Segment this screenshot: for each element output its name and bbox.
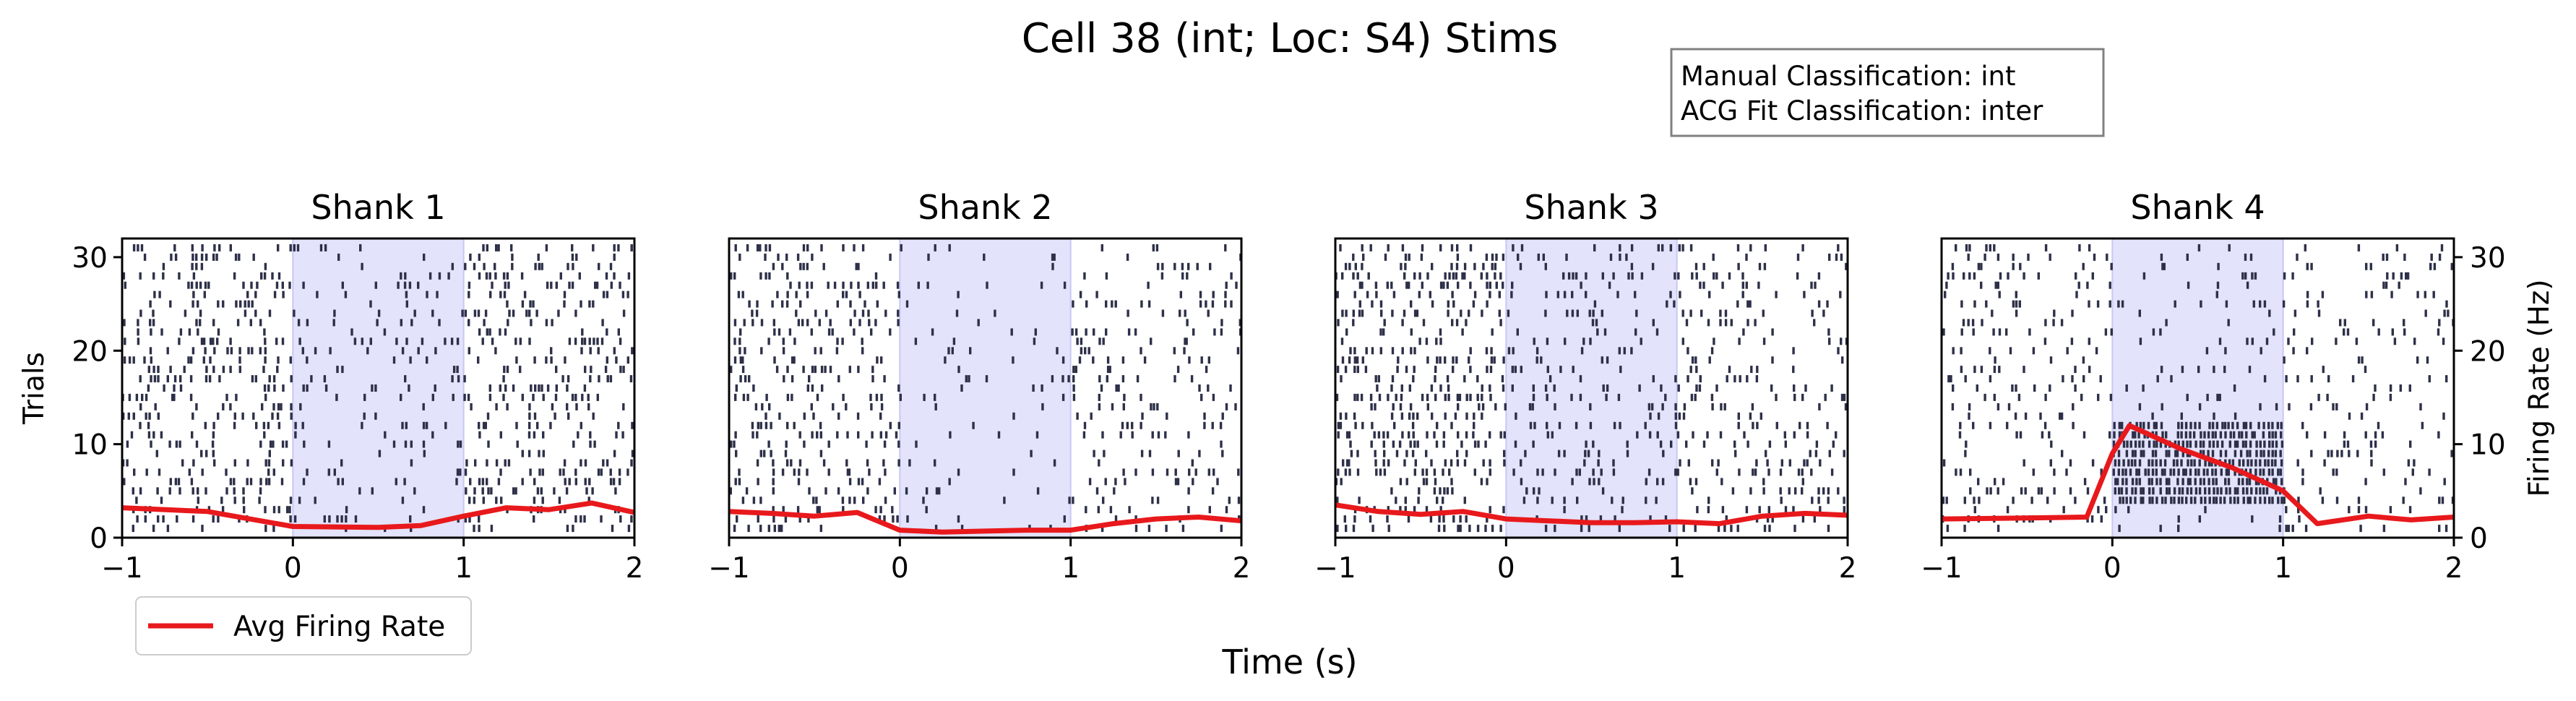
x-tick-label: 2: [626, 552, 644, 585]
x-tick-label: 2: [2445, 552, 2463, 585]
x-tick-label: 0: [891, 552, 909, 585]
y2-axis-label: Firing Rate (Hz): [2523, 279, 2556, 496]
figure-title: Cell 38 (int; Loc: S4) Stims: [1022, 15, 1559, 62]
x-tick-label: 0: [2103, 552, 2121, 585]
stim-window: [292, 238, 465, 538]
y2-tick-label: 30: [2470, 242, 2506, 275]
axes-frame: [728, 237, 1243, 539]
avg-firing-rate-line: [728, 509, 1242, 535]
axes-frame: [1940, 237, 2455, 539]
subplot-title: Shank 4: [2130, 188, 2265, 227]
legend: Avg Firing Rate: [135, 596, 472, 655]
stim-window: [1505, 238, 1678, 538]
spike-raster: [121, 244, 634, 533]
x-tick-label: 0: [284, 552, 302, 585]
y-tick-label: 30: [72, 242, 108, 275]
x-tick-label: −1: [708, 552, 750, 585]
subplot-shank-2: Shank 2 −1 0 1 2: [708, 188, 1250, 585]
avg-firing-rate-line: [121, 500, 635, 530]
manual-classification-text: Manual Classification: int: [1681, 61, 2016, 92]
y-axis-label: Trials: [18, 352, 51, 425]
y2-tick-label: 0: [2470, 522, 2488, 555]
legend-label: Avg Firing Rate: [233, 611, 445, 643]
x-tick-label: 2: [1233, 552, 1251, 585]
avg-firing-rate-line: [1335, 502, 1848, 527]
x-tick-label: 1: [1668, 552, 1686, 585]
axes-frame: [1334, 237, 1849, 539]
subplot-title: Shank 1: [311, 188, 445, 227]
y-tick-label: 20: [72, 335, 108, 368]
x-tick-label: −1: [1314, 552, 1356, 585]
y-tick-label: 10: [72, 429, 108, 462]
stim-window: [899, 238, 1072, 538]
y-tick-label: 0: [90, 522, 108, 555]
acg-classification-text: ACG Fit Classification: inter: [1681, 95, 2043, 126]
axes-frame: [121, 237, 636, 539]
subplot-title: Shank 2: [918, 188, 1052, 227]
y2-tick-label: 20: [2470, 335, 2506, 368]
avg-firing-rate-line: [1941, 423, 2455, 527]
x-tick-label: −1: [1921, 552, 1963, 585]
subplot-shank-3: Shank 3 −1 0 1 2: [1314, 188, 1856, 585]
spike-raster: [1941, 244, 2455, 533]
x-tick-label: 1: [455, 552, 473, 585]
y2-tick-label: 10: [2470, 429, 2506, 462]
x-tick-label: 2: [1839, 552, 1857, 585]
figure-xlabel: Time (s): [1221, 642, 1357, 681]
classification-box: Manual Classification: int ACG Fit Class…: [1670, 48, 2105, 137]
x-tick-label: 1: [1061, 552, 1080, 585]
x-tick-label: 1: [2274, 552, 2292, 585]
x-tick-label: −1: [101, 552, 143, 585]
spike-raster: [1335, 244, 1848, 533]
subplot-title: Shank 3: [1524, 188, 1658, 227]
x-tick-label: 0: [1497, 552, 1515, 585]
